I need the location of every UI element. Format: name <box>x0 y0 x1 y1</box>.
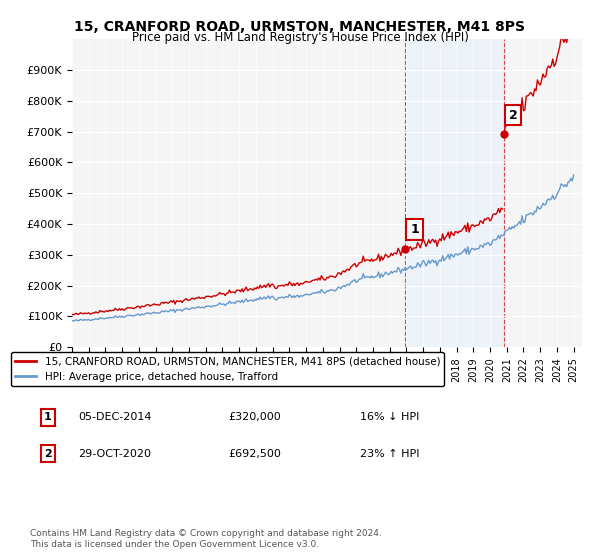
Text: 16% ↓ HPI: 16% ↓ HPI <box>360 412 419 422</box>
Text: £692,500: £692,500 <box>228 449 281 459</box>
Text: 1: 1 <box>44 412 52 422</box>
Text: 29-OCT-2020: 29-OCT-2020 <box>78 449 151 459</box>
Text: Contains HM Land Registry data © Crown copyright and database right 2024.
This d: Contains HM Land Registry data © Crown c… <box>30 529 382 549</box>
Text: 05-DEC-2014: 05-DEC-2014 <box>78 412 151 422</box>
Text: Price paid vs. HM Land Registry's House Price Index (HPI): Price paid vs. HM Land Registry's House … <box>131 31 469 44</box>
Bar <box>405 39 504 347</box>
Text: 23% ↑ HPI: 23% ↑ HPI <box>360 449 419 459</box>
Text: 15, CRANFORD ROAD, URMSTON, MANCHESTER, M41 8PS: 15, CRANFORD ROAD, URMSTON, MANCHESTER, … <box>74 20 526 34</box>
Text: 1: 1 <box>410 223 419 236</box>
Text: 2: 2 <box>509 109 518 122</box>
Text: 2: 2 <box>44 449 52 459</box>
Text: £320,000: £320,000 <box>228 412 281 422</box>
Legend: 15, CRANFORD ROAD, URMSTON, MANCHESTER, M41 8PS (detached house), HPI: Average p: 15, CRANFORD ROAD, URMSTON, MANCHESTER, … <box>11 352 445 386</box>
